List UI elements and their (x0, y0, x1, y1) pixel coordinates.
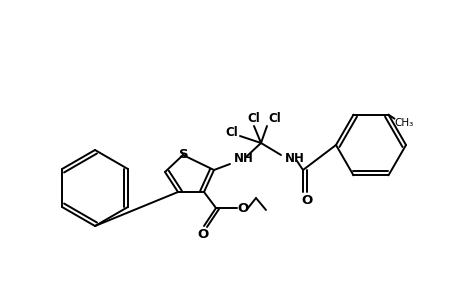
Text: Cl: Cl (247, 112, 260, 124)
Text: NH: NH (285, 152, 304, 164)
Text: Cl: Cl (268, 112, 281, 124)
Text: NH: NH (234, 152, 253, 166)
Text: O: O (301, 194, 312, 208)
Text: O: O (197, 229, 208, 242)
Text: O: O (237, 202, 248, 214)
Text: Cl: Cl (225, 125, 238, 139)
Text: CH₃: CH₃ (394, 118, 413, 128)
Text: S: S (179, 148, 188, 160)
